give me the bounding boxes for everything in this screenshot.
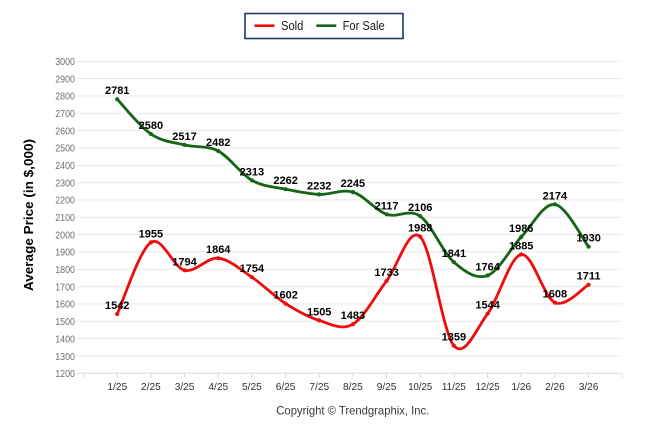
svg-text:2174: 2174 bbox=[543, 190, 568, 202]
svg-text:1885: 1885 bbox=[509, 241, 533, 253]
svg-text:1986: 1986 bbox=[509, 223, 533, 235]
svg-text:2800: 2800 bbox=[55, 91, 75, 103]
svg-text:6/25: 6/25 bbox=[276, 381, 296, 393]
svg-text:10/25: 10/25 bbox=[408, 381, 432, 393]
svg-text:1930: 1930 bbox=[576, 233, 600, 245]
svg-text:1483: 1483 bbox=[341, 310, 365, 322]
svg-text:1542: 1542 bbox=[105, 300, 129, 312]
svg-text:Average Price (in $,000): Average Price (in $,000) bbox=[21, 139, 36, 291]
svg-text:3/26: 3/26 bbox=[579, 381, 599, 393]
svg-text:1/26: 1/26 bbox=[511, 381, 531, 393]
svg-text:7/25: 7/25 bbox=[309, 381, 329, 393]
svg-text:1864: 1864 bbox=[206, 244, 231, 256]
svg-text:2313: 2313 bbox=[240, 166, 264, 178]
svg-text:2200: 2200 bbox=[55, 195, 75, 207]
svg-text:2232: 2232 bbox=[307, 180, 331, 192]
svg-text:2000: 2000 bbox=[55, 229, 75, 241]
svg-text:1/25: 1/25 bbox=[107, 381, 127, 393]
svg-text:3/25: 3/25 bbox=[175, 381, 195, 393]
svg-text:2517: 2517 bbox=[172, 131, 196, 143]
svg-text:2500: 2500 bbox=[55, 143, 75, 155]
svg-text:2580: 2580 bbox=[139, 120, 163, 132]
svg-text:1400: 1400 bbox=[55, 333, 75, 345]
svg-text:1500: 1500 bbox=[55, 316, 75, 328]
svg-text:2117: 2117 bbox=[375, 200, 399, 212]
svg-text:1505: 1505 bbox=[307, 306, 331, 318]
svg-text:9/25: 9/25 bbox=[377, 381, 397, 393]
svg-text:2/25: 2/25 bbox=[141, 381, 161, 393]
svg-text:1700: 1700 bbox=[55, 281, 75, 293]
svg-text:2600: 2600 bbox=[55, 125, 75, 137]
svg-text:1359: 1359 bbox=[442, 332, 466, 344]
svg-text:3000: 3000 bbox=[55, 56, 75, 68]
svg-text:1841: 1841 bbox=[442, 248, 466, 260]
svg-text:2700: 2700 bbox=[55, 108, 75, 120]
svg-text:1733: 1733 bbox=[374, 267, 398, 279]
svg-text:1600: 1600 bbox=[55, 299, 75, 311]
svg-text:1900: 1900 bbox=[55, 247, 75, 259]
svg-text:2/26: 2/26 bbox=[545, 381, 565, 393]
svg-text:2482: 2482 bbox=[206, 137, 230, 149]
svg-text:8/25: 8/25 bbox=[343, 381, 363, 393]
svg-text:1544: 1544 bbox=[475, 300, 500, 312]
svg-text:2300: 2300 bbox=[55, 177, 75, 189]
svg-text:5/25: 5/25 bbox=[242, 381, 262, 393]
svg-text:1794: 1794 bbox=[172, 256, 197, 268]
svg-text:1955: 1955 bbox=[139, 228, 163, 240]
svg-text:1711: 1711 bbox=[577, 271, 601, 283]
svg-text:2106: 2106 bbox=[408, 202, 432, 214]
svg-text:2262: 2262 bbox=[273, 175, 297, 187]
svg-text:Copyright © Trendgraphix, Inc.: Copyright © Trendgraphix, Inc. bbox=[276, 404, 429, 418]
svg-text:12/25: 12/25 bbox=[476, 381, 500, 393]
svg-text:1200: 1200 bbox=[55, 368, 75, 380]
svg-text:2900: 2900 bbox=[55, 73, 75, 85]
svg-text:1764: 1764 bbox=[475, 262, 500, 274]
svg-text:1988: 1988 bbox=[408, 223, 432, 235]
svg-text:1300: 1300 bbox=[55, 351, 75, 363]
svg-text:4/25: 4/25 bbox=[208, 381, 228, 393]
svg-text:Sold: Sold bbox=[281, 18, 303, 33]
svg-text:For Sale: For Sale bbox=[343, 18, 385, 33]
svg-text:2400: 2400 bbox=[55, 160, 75, 172]
svg-text:1754: 1754 bbox=[240, 263, 265, 275]
svg-text:11/25: 11/25 bbox=[442, 381, 466, 393]
svg-text:2245: 2245 bbox=[341, 178, 365, 190]
svg-text:1800: 1800 bbox=[55, 264, 75, 276]
svg-text:1608: 1608 bbox=[543, 289, 567, 301]
svg-text:2100: 2100 bbox=[55, 212, 75, 224]
svg-text:2781: 2781 bbox=[105, 85, 129, 97]
svg-text:1602: 1602 bbox=[273, 290, 297, 302]
